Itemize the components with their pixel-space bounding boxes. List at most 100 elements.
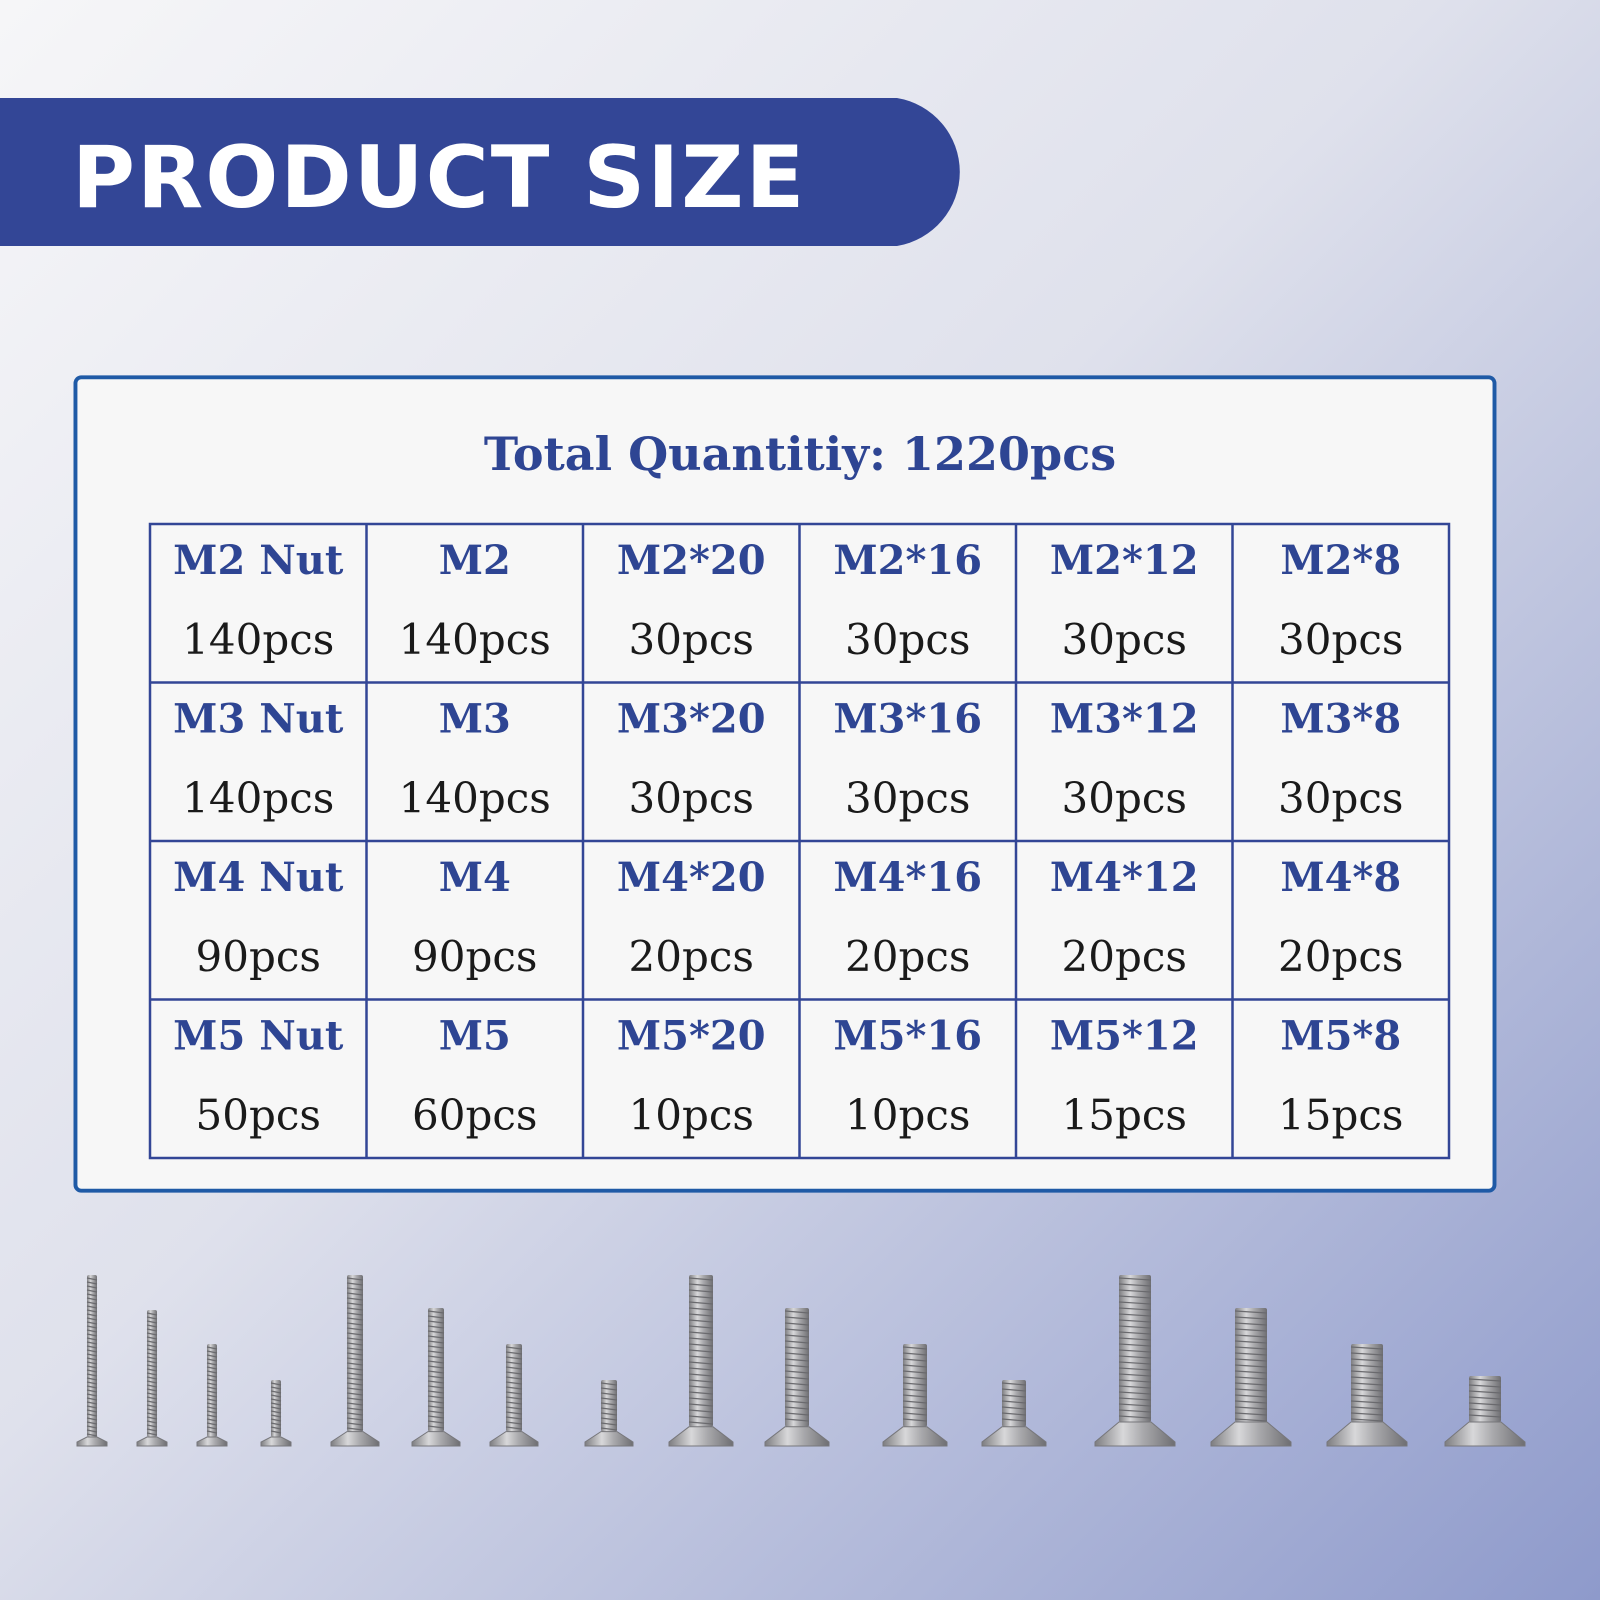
screw-thread <box>206 1402 218 1406</box>
screw-thread <box>146 1396 158 1400</box>
cell-qty: 30pcs <box>1278 774 1403 823</box>
screw-thread <box>346 1392 364 1396</box>
screw-thread <box>1118 1367 1152 1371</box>
screw-thread <box>1350 1358 1384 1362</box>
screw-thread <box>86 1341 98 1345</box>
screw-thread <box>505 1346 523 1350</box>
cell-qty: 20pcs <box>629 932 754 981</box>
screw-thread <box>346 1362 364 1366</box>
screw-thread <box>505 1411 523 1415</box>
screw-thread <box>270 1406 282 1410</box>
cell-name: M5 <box>439 1013 511 1060</box>
screw-thread <box>206 1370 218 1374</box>
screw-thread <box>1468 1408 1502 1412</box>
screw-thread <box>146 1400 158 1404</box>
screw-thread <box>902 1370 928 1374</box>
cell-qty: 60pcs <box>412 1091 537 1140</box>
screw-thread <box>206 1374 218 1378</box>
screw-thread <box>427 1340 445 1344</box>
screw-thread <box>146 1420 158 1424</box>
cell-qty: 30pcs <box>1278 615 1403 664</box>
screw-thread <box>600 1417 618 1421</box>
cell-name: M3 <box>439 696 511 743</box>
screw-thread <box>1468 1378 1502 1382</box>
screw-thread <box>688 1325 714 1329</box>
screw-thread <box>86 1361 98 1365</box>
screw-thread <box>86 1349 98 1353</box>
screw-shaft <box>1119 1275 1151 1422</box>
screw-thread <box>86 1373 98 1377</box>
screw-thread <box>146 1312 158 1316</box>
screw-thread <box>600 1407 618 1411</box>
screw-thread <box>1350 1352 1384 1356</box>
screw-thread <box>1350 1400 1384 1404</box>
screw-thread <box>505 1351 523 1355</box>
screw-thread <box>600 1402 618 1406</box>
screw-thread <box>688 1349 714 1353</box>
screw-thread <box>600 1382 618 1386</box>
screw-thread <box>1118 1325 1152 1329</box>
cell-qty: 140pcs <box>182 774 334 823</box>
cell-name: M3*20 <box>617 696 766 743</box>
screw-thread <box>688 1361 714 1365</box>
screw-thread <box>902 1352 928 1356</box>
screw-thread <box>270 1430 282 1434</box>
screw-thread <box>1118 1307 1152 1311</box>
screw-thread <box>688 1415 714 1419</box>
screw-thread <box>1468 1414 1502 1418</box>
header-title: PRODUCT SIZE <box>72 128 806 228</box>
screw-thread <box>146 1424 158 1428</box>
screw-head <box>196 1436 228 1447</box>
screw-thread <box>505 1366 523 1370</box>
quantity-table: M2 Nut 140pcs M2 140pcs M2*20 30pcs M2*16 30pcs… <box>148 522 1451 1160</box>
screw-thread <box>1118 1379 1152 1383</box>
screw-thread <box>1001 1412 1027 1416</box>
cell-name: M3*16 <box>833 696 982 743</box>
screw-thread <box>505 1396 523 1400</box>
cell-qty: 15pcs <box>1278 1091 1403 1140</box>
screw-head <box>1094 1421 1176 1447</box>
screw-thread <box>427 1325 445 1329</box>
screw-thread <box>86 1321 98 1325</box>
screw-thread <box>86 1405 98 1409</box>
screw-thread <box>427 1400 445 1404</box>
screw-thread <box>1118 1409 1152 1413</box>
screw-thread <box>270 1426 282 1430</box>
screw-thread <box>1234 1310 1268 1314</box>
screw-head <box>981 1426 1047 1447</box>
screw-thread <box>270 1382 282 1386</box>
screw-thread <box>505 1371 523 1375</box>
screw-thread <box>86 1305 98 1309</box>
cell-qty: 140pcs <box>182 615 334 664</box>
screw-thread <box>1350 1418 1384 1422</box>
cell-name: M2*20 <box>617 537 766 584</box>
screw-thread <box>427 1390 445 1394</box>
cell-qty: 140pcs <box>399 615 551 664</box>
screw-thread <box>784 1376 810 1380</box>
screw-thread <box>270 1422 282 1426</box>
screw-thread <box>86 1385 98 1389</box>
screw-thread <box>600 1387 618 1391</box>
screw-thread <box>902 1358 928 1362</box>
screw-thread <box>600 1427 618 1431</box>
screw-head <box>330 1431 380 1447</box>
screw-thread <box>346 1357 364 1361</box>
screw-head <box>1210 1421 1292 1447</box>
screw-thread <box>1350 1382 1384 1386</box>
screw-thread <box>86 1277 98 1281</box>
screw-thread <box>1234 1412 1268 1416</box>
screw-thread <box>1118 1361 1152 1365</box>
cell-name: M2 <box>439 537 511 584</box>
cell-qty: 20pcs <box>845 932 970 981</box>
screw-thread <box>902 1412 928 1416</box>
screw-thread <box>1234 1406 1268 1410</box>
screw-thread <box>688 1403 714 1407</box>
screw-thread <box>1234 1376 1268 1380</box>
screw-thread <box>1234 1334 1268 1338</box>
screw-thread <box>86 1301 98 1305</box>
cell-name: M4 <box>439 854 511 901</box>
cell-name: M5*8 <box>1280 1013 1401 1060</box>
screw-thread <box>206 1390 218 1394</box>
screw-thread <box>1234 1358 1268 1362</box>
screw-head <box>584 1431 634 1447</box>
